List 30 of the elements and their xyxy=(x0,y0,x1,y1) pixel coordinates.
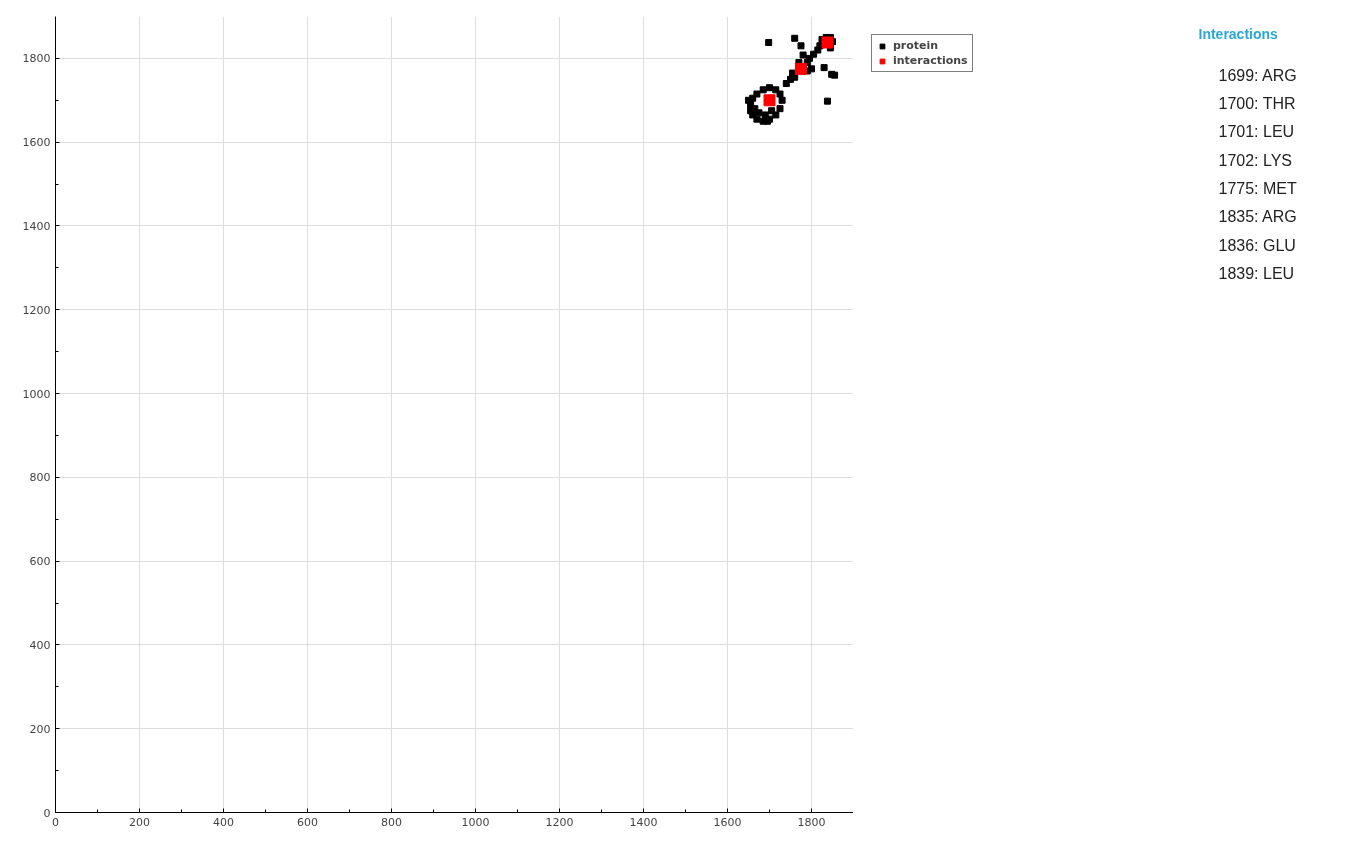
y-tick-label: 600 xyxy=(29,555,51,569)
legend-label: protein xyxy=(893,39,939,52)
y-tick-label: 200 xyxy=(29,722,51,736)
text: Interactions xyxy=(1198,25,1279,42)
y-tick-label: 1200 xyxy=(22,303,51,317)
text: 1836: GLU xyxy=(1218,236,1296,254)
text: 1700: THR xyxy=(1218,94,1296,112)
x-tick-label: 800 xyxy=(381,815,402,829)
text: 1701: LEU xyxy=(1218,123,1295,141)
x-tick-label: 1600 xyxy=(713,815,742,829)
y-tick-label: 400 xyxy=(29,638,51,652)
y-tick-label: 1600 xyxy=(22,136,51,150)
x-tick-label: 1400 xyxy=(629,815,658,829)
y-tick-label: 0 xyxy=(43,806,51,820)
x-tick-label: 1800 xyxy=(797,815,826,829)
y-tick-label: 800 xyxy=(29,471,51,485)
y-tick-label: 1000 xyxy=(22,387,51,401)
text: 1839: LEU xyxy=(1218,265,1295,283)
y-tick-label: 1800 xyxy=(22,52,51,66)
text: 1835: ARG xyxy=(1218,208,1297,226)
x-tick-label: 600 xyxy=(297,815,318,829)
x-tick-label: 1200 xyxy=(545,815,574,829)
x-tick-label: 200 xyxy=(129,815,150,829)
text: 1775: MET xyxy=(1218,180,1297,198)
x-tick-label: 1000 xyxy=(461,815,490,829)
text: 1699: ARG xyxy=(1218,66,1297,84)
legend-label: interactions xyxy=(893,54,968,67)
y-tick-label: 1400 xyxy=(22,219,51,233)
text: 1702: LYS xyxy=(1218,151,1293,169)
x-tick-label: 400 xyxy=(213,815,234,829)
